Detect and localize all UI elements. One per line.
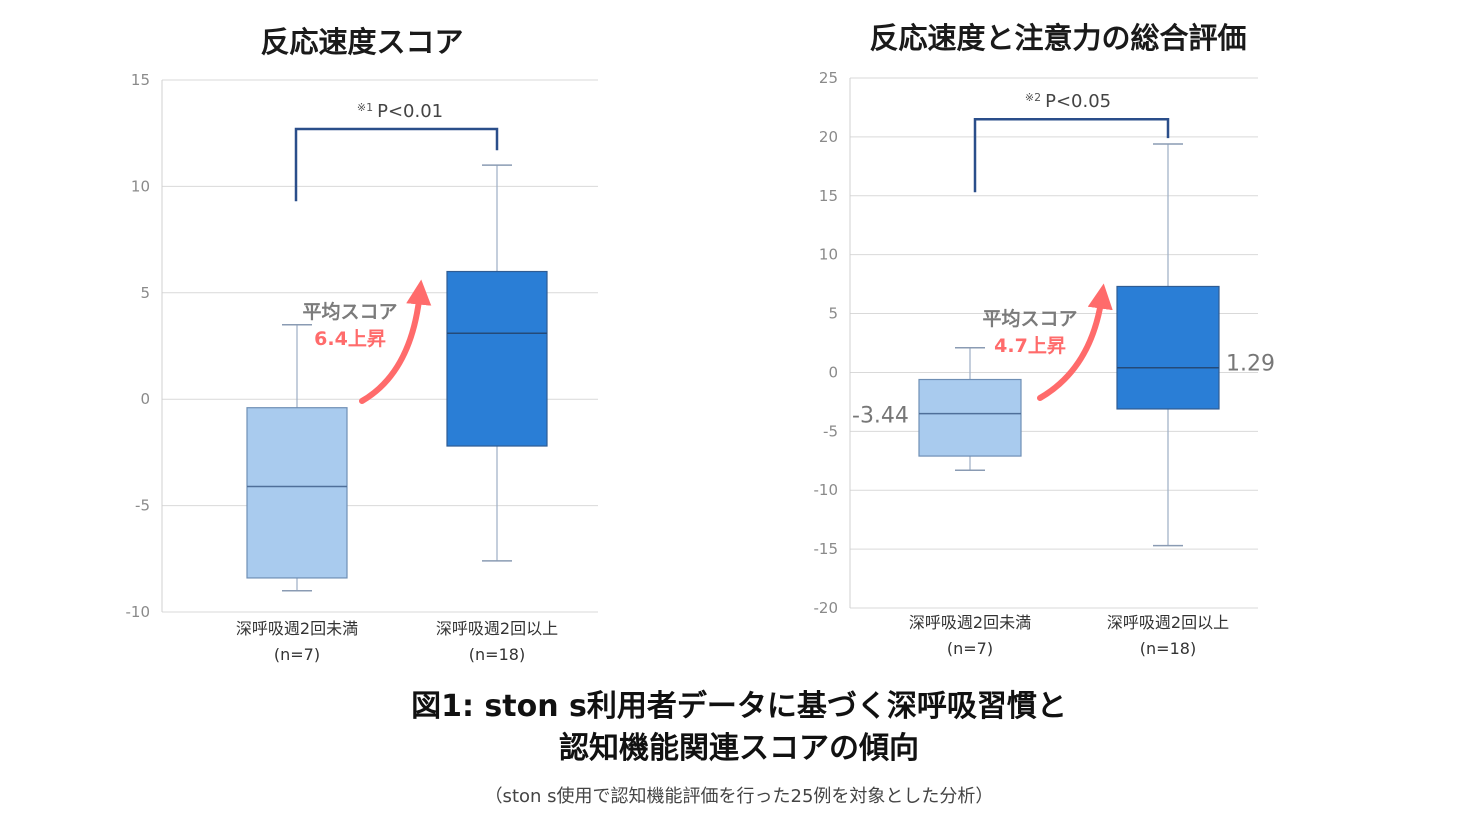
box-body	[246, 407, 348, 579]
significance-bracket	[294, 127, 499, 202]
category-n-label: (n=7)	[947, 639, 993, 658]
y-tick-label: 5	[140, 284, 150, 302]
box-2	[446, 164, 548, 562]
category-n-label: (n=18)	[469, 645, 525, 664]
increase-arrow	[359, 279, 432, 404]
increase-arrow	[1037, 283, 1113, 401]
y-tick-label: 15	[131, 71, 150, 89]
median-value-label: -3.44	[852, 404, 909, 429]
figure-caption: 図1: ston s利用者データに基づく深呼吸習慣と 認知機能関連スコアの傾向 …	[0, 686, 1478, 808]
y-tick-label: 0	[140, 390, 150, 408]
significance-label: ※1 P<0.01	[357, 101, 443, 122]
y-tick-label: -20	[814, 599, 839, 617]
significance-bracket	[973, 117, 1170, 193]
y-tick-label: 20	[819, 128, 838, 146]
category-label: 深呼吸週2回以上	[1107, 613, 1229, 632]
category-label: 深呼吸週2回以上	[436, 619, 558, 638]
annotation-mean-score: 平均スコア	[982, 307, 1077, 330]
box-body	[1116, 285, 1220, 410]
y-tick-label: 10	[131, 177, 150, 195]
significance-note: ※2	[1025, 91, 1041, 104]
y-tick-label: -5	[135, 497, 150, 515]
y-tick-label: 25	[819, 69, 838, 87]
y-tick-label: -5	[823, 422, 838, 440]
caption-line-2: 認知機能関連スコアの傾向	[559, 731, 919, 766]
annotation-mean-score: 平均スコア	[302, 300, 397, 323]
chart-title: 反応速度スコア	[260, 25, 463, 59]
y-tick-label: -10	[814, 481, 839, 499]
chart-title: 反応速度と注意力の総合評価	[869, 21, 1246, 55]
box-body	[446, 270, 548, 447]
box-1	[246, 323, 348, 592]
annotation-increase: 4.7上昇	[994, 335, 1066, 357]
significance-p-value: P<0.01	[377, 101, 443, 122]
median-value-label: 1.29	[1226, 352, 1275, 377]
category-label: 深呼吸週2回未満	[236, 619, 358, 638]
annotation-increase: 6.4上昇	[314, 328, 386, 350]
y-tick-label: -10	[126, 603, 151, 621]
y-tick-label: 15	[819, 187, 838, 205]
y-tick-label: 5	[828, 305, 838, 323]
significance-p-value: P<0.05	[1045, 91, 1111, 112]
box-body	[918, 378, 1022, 457]
significance-note: ※1	[357, 101, 373, 114]
box-2	[1116, 143, 1220, 547]
caption-line-1: 図1: ston s利用者データに基づく深呼吸習慣と	[411, 689, 1067, 724]
category-n-label: (n=7)	[274, 645, 320, 664]
y-tick-label: 0	[828, 363, 838, 381]
y-tick-label: -15	[814, 540, 839, 558]
box-1	[918, 346, 1022, 471]
y-tick-label: 10	[819, 246, 838, 264]
category-label: 深呼吸週2回未満	[909, 613, 1031, 632]
significance-label: ※2 P<0.05	[1025, 91, 1111, 112]
category-n-label: (n=18)	[1140, 639, 1196, 658]
caption-subtitle: （ston s使用で認知機能評価を行った25例を対象とした分析）	[484, 786, 994, 807]
box-plot-figure: 反応速度スコア -10 -5 0 5 10 15 深呼吸週2回未満 (n=7) 深呼吸週2回以上 (…	[126, 21, 1275, 664]
chart-1: 反応速度スコア -10 -5 0 5 10 15 深呼吸週2回未満 (n=7) 深呼吸週2回以上 (…	[126, 25, 598, 664]
chart-2: 反応速度と注意力の総合評価 -20 -15 -10 -5 0 5 10 15 20 25 深呼吸週2回…	[814, 21, 1275, 658]
